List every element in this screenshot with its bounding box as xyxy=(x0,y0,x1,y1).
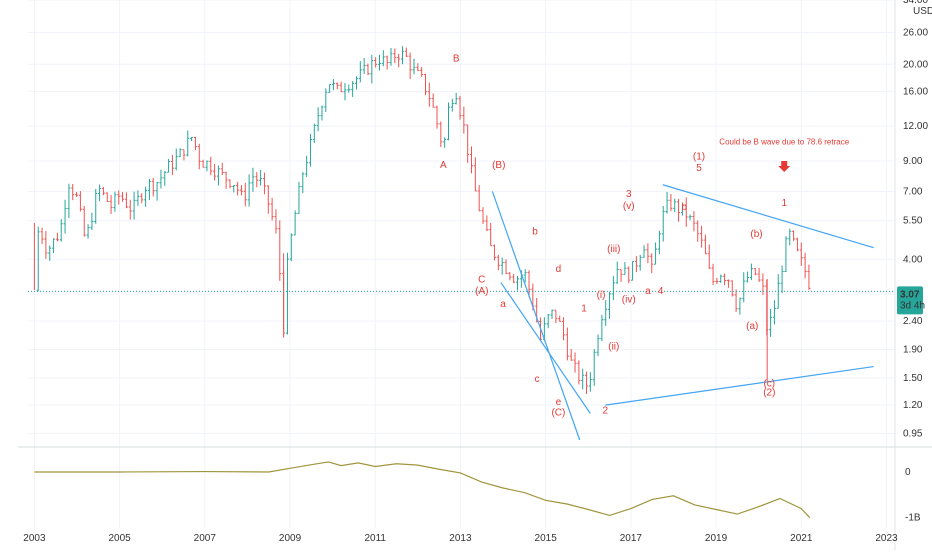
price-tick-label: 12.00 xyxy=(903,121,928,132)
price-tick-label: 0.95 xyxy=(903,428,923,439)
volume-tick-label: -1B xyxy=(905,513,921,524)
wave-label: C xyxy=(478,275,485,286)
wave-label: d xyxy=(556,264,562,275)
wave-label: (c) xyxy=(763,378,775,389)
price-tick-label: 7.00 xyxy=(903,186,923,197)
price-tick-label: 1.90 xyxy=(903,344,923,355)
last-price-countdown: 3d 4h xyxy=(900,300,925,311)
last-price-badge: 3.07 3d 4h xyxy=(897,286,925,315)
wave-label: (a) xyxy=(746,321,758,332)
time-tick-label: 2015 xyxy=(535,533,558,544)
time-tick-label: 2007 xyxy=(194,533,217,544)
wave-label: (b) xyxy=(750,229,762,240)
trendline[interactable] xyxy=(605,365,874,406)
wave-labels: A B (B) C(A) a b c d e(C) 1 2 (i) (ii) (iii) (iv) 3(v) a… xyxy=(440,53,787,418)
time-tick-label: 2017 xyxy=(620,533,643,544)
time-tick-label: 2011 xyxy=(364,533,386,544)
wave-label: 1 xyxy=(781,198,787,209)
grid xyxy=(18,0,932,550)
price-tick-label: 5.50 xyxy=(903,216,923,227)
price-tick-label: 2.40 xyxy=(903,316,923,327)
wave-label: (v) xyxy=(623,201,635,212)
volume-tick-label: 0 xyxy=(905,467,911,478)
wave-label: (2) xyxy=(763,387,775,398)
price-tick-label: 26.00 xyxy=(903,28,928,39)
time-tick-label: 2021 xyxy=(790,533,813,544)
wave-label: 2 xyxy=(603,406,609,417)
wave-label: B xyxy=(453,53,460,64)
wave-label: 5 xyxy=(696,163,702,174)
time-tick-label: 2005 xyxy=(108,533,131,544)
wave-label: A xyxy=(440,160,447,171)
volume-line xyxy=(34,461,811,519)
wave-label: 4 xyxy=(658,286,664,297)
trendline[interactable] xyxy=(500,282,591,414)
price-tick-label: 1.50 xyxy=(903,373,923,384)
wave-label: e xyxy=(556,397,562,408)
wave-label: 1 xyxy=(581,303,587,314)
price-tick-label: 1.20 xyxy=(903,400,923,411)
wave-label: b xyxy=(681,202,687,213)
time-tick-label: 2009 xyxy=(279,533,302,544)
time-tick-label: 2019 xyxy=(705,533,728,544)
trendline[interactable] xyxy=(662,184,874,249)
wave-label: (A) xyxy=(475,286,488,297)
time-axis: 2003 2005 2007 2009 2011 2013 2015 2017 2019 2021… xyxy=(23,533,898,544)
wave-label: 3 xyxy=(626,189,632,200)
wave-label: a xyxy=(500,299,506,310)
price-tick-label: 34.00 xyxy=(903,0,928,6)
trendline[interactable] xyxy=(491,191,581,441)
currency-label: USD xyxy=(913,6,932,17)
wave-label: (1) xyxy=(693,152,705,163)
time-tick-label: 2013 xyxy=(449,533,472,544)
time-tick-label: 2003 xyxy=(23,533,46,544)
wave-label: (C) xyxy=(551,408,565,419)
wave-label: (ii) xyxy=(608,341,619,352)
down-arrow-icon xyxy=(778,160,791,172)
wave-label: (iii) xyxy=(607,244,620,255)
last-price-value: 3.07 xyxy=(900,289,920,300)
time-tick-label: 2023 xyxy=(875,533,898,544)
trendlines xyxy=(491,184,874,441)
last-price-background xyxy=(897,286,923,315)
wave-label: (i) xyxy=(597,290,606,301)
note-text: Could be B wave due to 78.6 retrace xyxy=(719,138,849,147)
wave-label: c xyxy=(535,374,540,385)
wave-label: a xyxy=(645,286,651,297)
price-tick-label: 9.00 xyxy=(903,156,923,167)
volume-pane xyxy=(34,461,811,519)
price-axis: 34.00 26.00 20.00 16.00 12.00 9.00 7.00 5.50 4.0… xyxy=(903,0,928,524)
wave-label: (iv) xyxy=(622,294,636,305)
wave-label: (B) xyxy=(492,160,505,171)
price-tick-label: 16.00 xyxy=(903,86,928,97)
price-tick-label: 4.00 xyxy=(903,254,923,265)
note-annotation: Could be B wave due to 78.6 retrace xyxy=(719,138,850,172)
price-tick-label: 20.00 xyxy=(903,59,928,70)
price-candles xyxy=(28,46,895,394)
wave-label: b xyxy=(532,227,538,238)
